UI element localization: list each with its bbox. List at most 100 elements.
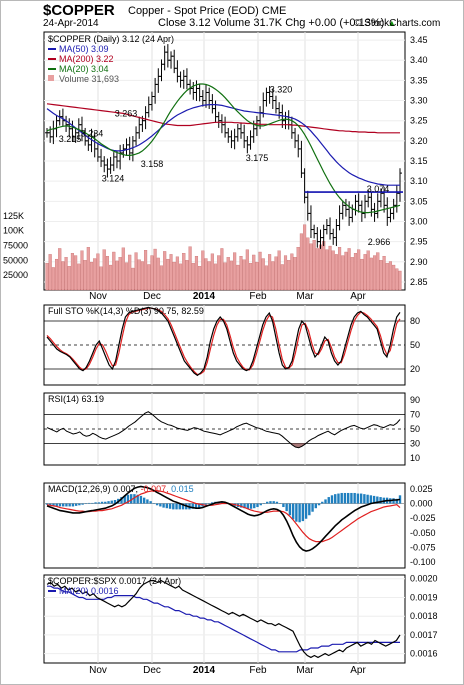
price-annotation: 3.320 bbox=[270, 85, 293, 95]
price-annotation: 3.175 bbox=[246, 153, 269, 163]
x-axis-label: Dec bbox=[143, 665, 161, 676]
sto-tick-label: 50 bbox=[410, 340, 420, 350]
volume-bar bbox=[172, 261, 176, 291]
macd-histogram-bar bbox=[139, 495, 143, 504]
macd-histogram-bar bbox=[149, 501, 152, 504]
volume-bar bbox=[99, 266, 103, 291]
chart-stats: Close 3.12 Volume 31.7K Chg +0.00 (+0.13… bbox=[158, 17, 396, 29]
macd-histogram-bar bbox=[81, 503, 84, 505]
volume-bar bbox=[331, 250, 335, 291]
macd-histogram-bar bbox=[295, 503, 298, 522]
volume-bar bbox=[112, 251, 116, 291]
volume-bar bbox=[150, 255, 154, 291]
x-axis-label: Feb bbox=[249, 291, 267, 302]
volume-bar bbox=[325, 249, 329, 291]
volume-legend: Volume 31,693 bbox=[59, 74, 119, 84]
macd-histogram-bar bbox=[262, 503, 266, 505]
volume-bar bbox=[64, 257, 68, 291]
volume-bar bbox=[198, 266, 202, 291]
volume-bar bbox=[382, 256, 386, 291]
rsi-tick-label: 30 bbox=[410, 438, 420, 448]
volume-bar bbox=[153, 248, 157, 291]
x-axis-label: Mar bbox=[296, 291, 314, 302]
macd-histogram-bar bbox=[330, 495, 334, 504]
volume-bar bbox=[388, 261, 393, 291]
macd-histogram-bar bbox=[308, 503, 311, 516]
volume-bar bbox=[156, 257, 160, 291]
volume-bar bbox=[258, 251, 262, 291]
volume-bar bbox=[395, 268, 399, 291]
volume-bar bbox=[373, 255, 377, 291]
macd-histogram-bar bbox=[120, 497, 123, 504]
volume-bar bbox=[86, 247, 90, 291]
ratio-tick-label: 0.0020 bbox=[410, 574, 438, 584]
macd-histogram-bar bbox=[113, 500, 117, 504]
change-up-icon: ▲ bbox=[387, 18, 397, 28]
macd-histogram-bar bbox=[359, 493, 363, 504]
volume-bar bbox=[350, 257, 354, 291]
volume-bar bbox=[77, 263, 81, 291]
macd-histogram-bar bbox=[133, 494, 136, 504]
macd-signal-line bbox=[46, 490, 401, 543]
macd-line bbox=[46, 485, 401, 552]
volume-bar bbox=[248, 263, 253, 291]
volume-bar bbox=[318, 244, 323, 291]
volume-bar bbox=[385, 263, 389, 291]
macd-histogram-bar bbox=[65, 503, 68, 507]
macd-histogram-bar bbox=[178, 503, 181, 510]
macd-tick-label: 0.025 bbox=[410, 484, 433, 494]
macd-tick-label: -0.075 bbox=[410, 542, 436, 552]
macd-histogram-bar bbox=[61, 503, 65, 507]
ma200-line bbox=[46, 103, 400, 134]
volume-bar bbox=[398, 270, 402, 291]
macd-histogram-bar bbox=[343, 492, 347, 504]
macd-histogram-bar bbox=[136, 494, 139, 504]
rsi-oversold-fill bbox=[290, 443, 308, 448]
macd-histogram-bar bbox=[291, 503, 295, 520]
volume-bar bbox=[366, 250, 370, 291]
volume-bar bbox=[287, 260, 291, 291]
volume-bar bbox=[179, 263, 183, 291]
volume-bar bbox=[58, 248, 62, 291]
chart-description: Copper - Spot Price (EOD) CME bbox=[128, 5, 287, 17]
macd-histogram-bar bbox=[288, 503, 292, 516]
x-axis-label: Apr bbox=[350, 291, 366, 302]
price-legend: $COPPER (Daily) 3.12 (24 Apr) bbox=[48, 34, 174, 44]
macd-histogram-bar bbox=[210, 502, 214, 504]
volume-bar bbox=[363, 254, 367, 291]
volume-bar bbox=[379, 260, 383, 291]
volume-bar bbox=[185, 260, 189, 291]
x-axis-label: 2014 bbox=[193, 291, 216, 302]
volume-bar bbox=[283, 255, 288, 291]
volume-bar bbox=[182, 253, 186, 291]
volume-bar bbox=[255, 261, 259, 291]
volume-bar bbox=[271, 261, 275, 291]
macd-legend-part: -0.007, bbox=[141, 484, 172, 494]
price-tick-label: 2.85 bbox=[410, 277, 428, 287]
macd-histogram-bar bbox=[84, 503, 88, 505]
volume-bar bbox=[80, 250, 84, 291]
volume-bar bbox=[360, 258, 364, 291]
volume-bar bbox=[229, 260, 234, 291]
volume-bar bbox=[45, 263, 49, 291]
macd-histogram-bar bbox=[107, 501, 110, 504]
x-axis-label: Mar bbox=[296, 665, 314, 676]
x-axis-label: 2014 bbox=[193, 665, 216, 676]
rsi-legend: RSI(14) 63.19 bbox=[48, 394, 104, 404]
macd-histogram-bar bbox=[366, 494, 369, 504]
ratio-ma-line bbox=[47, 585, 400, 653]
volume-bar bbox=[233, 252, 237, 291]
macd-histogram-bar bbox=[168, 503, 172, 509]
volume-tick-label: 50000 bbox=[3, 255, 28, 265]
macd-histogram-bar bbox=[49, 503, 52, 506]
macd-histogram-bar bbox=[194, 503, 198, 509]
ma50-legend: MA(50) 3.09 bbox=[59, 44, 109, 54]
volume-tick-label: 125K bbox=[3, 211, 24, 221]
macd-histogram-bar bbox=[142, 497, 146, 504]
rsi-tick-label: 50 bbox=[410, 424, 420, 434]
volume-bar bbox=[309, 243, 313, 291]
volume-tick-label: 100K bbox=[3, 226, 24, 236]
volume-bar bbox=[194, 256, 199, 291]
macd-histogram-bar bbox=[74, 503, 78, 506]
price-tick-label: 3.05 bbox=[410, 196, 428, 206]
